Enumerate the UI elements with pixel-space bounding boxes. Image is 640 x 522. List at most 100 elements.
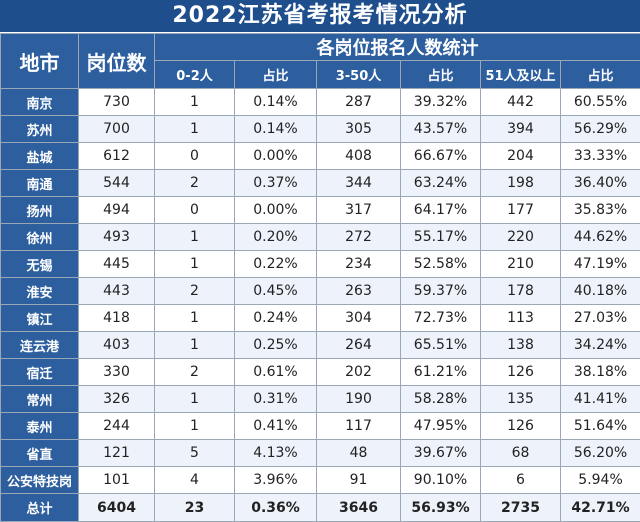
count-3-50-cell: 344 bbox=[316, 169, 401, 197]
ratio-0-2-cell: 0.61% bbox=[234, 358, 317, 386]
positions-cell: 612 bbox=[78, 142, 155, 170]
ratio-3-50-cell: 52.58% bbox=[400, 250, 481, 278]
table-row: 南通 544 2 0.37% 344 63.24% 198 36.40% bbox=[0, 169, 640, 197]
city-cell: 盐城 bbox=[0, 142, 79, 170]
count-3-50-cell: 287 bbox=[316, 88, 401, 116]
ratio-0-2-cell: 0.22% bbox=[234, 250, 317, 278]
ratio-0-2-cell: 0.24% bbox=[234, 304, 317, 332]
header-ratio-2: 占比 bbox=[400, 60, 481, 89]
ratio-51-plus-cell: 35.83% bbox=[559, 196, 640, 224]
count-3-50-cell: 304 bbox=[316, 304, 401, 332]
ratio-51-plus-cell: 56.20% bbox=[559, 439, 640, 467]
count-0-2-cell: 4 bbox=[154, 466, 235, 494]
table-row: 淮安 443 2 0.45% 263 59.37% 178 40.18% bbox=[0, 277, 640, 305]
count-51-plus-cell: 177 bbox=[480, 196, 561, 224]
table-row: 常州 326 1 0.31% 190 58.28% 135 41.41% bbox=[0, 385, 640, 413]
stats-table: 地市 岗位数 各岗位报名人数统计 0-2人 占比 3-50人 占比 51人及以上… bbox=[0, 33, 640, 522]
positions-cell: 403 bbox=[78, 331, 155, 359]
city-cell: 徐州 bbox=[0, 223, 79, 251]
city-cell: 省直 bbox=[0, 439, 79, 467]
ratio-3-50-cell: 39.32% bbox=[400, 88, 481, 116]
table-row: 省直 121 5 4.13% 48 39.67% 68 56.20% bbox=[0, 439, 640, 467]
ratio-3-50-cell: 65.51% bbox=[400, 331, 481, 359]
count-51-plus-cell: 210 bbox=[480, 250, 561, 278]
table-row: 公安特技岗 101 4 3.96% 91 90.10% 6 5.94% bbox=[0, 466, 640, 494]
ratio-0-2-cell: 0.41% bbox=[234, 412, 317, 440]
ratio-51-plus-cell: 44.62% bbox=[559, 223, 640, 251]
positions-cell: 326 bbox=[78, 385, 155, 413]
count-51-plus-cell: 198 bbox=[480, 169, 561, 197]
header-ratio-3: 占比 bbox=[559, 60, 640, 89]
table-row: 徐州 493 1 0.20% 272 55.17% 220 44.62% bbox=[0, 223, 640, 251]
count-3-50-cell: 202 bbox=[316, 358, 401, 386]
total-row: 总计 6404 23 0.36% 3646 56.93% 2735 42.71% bbox=[0, 493, 640, 522]
positions-cell: 418 bbox=[78, 304, 155, 332]
ratio-3-50-cell: 55.17% bbox=[400, 223, 481, 251]
positions-cell: 330 bbox=[78, 358, 155, 386]
count-3-50-cell: 317 bbox=[316, 196, 401, 224]
table-row: 连云港 403 1 0.25% 264 65.51% 138 34.24% bbox=[0, 331, 640, 359]
city-cell: 宿迁 bbox=[0, 358, 79, 386]
positions-cell: 544 bbox=[78, 169, 155, 197]
table-row: 盐城 612 0 0.00% 408 66.67% 204 33.33% bbox=[0, 142, 640, 170]
count-51-plus-cell: 68 bbox=[480, 439, 561, 467]
ratio-3-50-cell: 58.28% bbox=[400, 385, 481, 413]
ratio-51-plus-cell: 36.40% bbox=[559, 169, 640, 197]
ratio-3-50-cell: 39.67% bbox=[400, 439, 481, 467]
table-row: 苏州 700 1 0.14% 305 43.57% 394 56.29% bbox=[0, 115, 640, 143]
positions-cell: 493 bbox=[78, 223, 155, 251]
city-cell: 镇江 bbox=[0, 304, 79, 332]
ratio-0-2-cell: 0.00% bbox=[234, 142, 317, 170]
table-row: 扬州 494 0 0.00% 317 64.17% 177 35.83% bbox=[0, 196, 640, 224]
count-0-2-cell: 1 bbox=[154, 223, 235, 251]
city-cell: 苏州 bbox=[0, 115, 79, 143]
total-label: 总计 bbox=[0, 493, 79, 522]
total-positions: 6404 bbox=[78, 493, 155, 522]
ratio-51-plus-cell: 60.55% bbox=[559, 88, 640, 116]
ratio-3-50-cell: 47.95% bbox=[400, 412, 481, 440]
ratio-3-50-cell: 72.73% bbox=[400, 304, 481, 332]
total-count-3-50: 3646 bbox=[316, 493, 401, 522]
city-cell: 泰州 bbox=[0, 412, 79, 440]
ratio-51-plus-cell: 40.18% bbox=[559, 277, 640, 305]
total-count-0-2: 23 bbox=[154, 493, 235, 522]
ratio-51-plus-cell: 33.33% bbox=[559, 142, 640, 170]
count-0-2-cell: 5 bbox=[154, 439, 235, 467]
ratio-0-2-cell: 0.31% bbox=[234, 385, 317, 413]
ratio-0-2-cell: 0.00% bbox=[234, 196, 317, 224]
count-0-2-cell: 2 bbox=[154, 358, 235, 386]
table-row: 无锡 445 1 0.22% 234 52.58% 210 47.19% bbox=[0, 250, 640, 278]
city-cell: 公安特技岗 bbox=[0, 466, 79, 494]
ratio-0-2-cell: 0.14% bbox=[234, 115, 317, 143]
count-0-2-cell: 1 bbox=[154, 250, 235, 278]
table-row: 镇江 418 1 0.24% 304 72.73% 113 27.03% bbox=[0, 304, 640, 332]
count-0-2-cell: 0 bbox=[154, 142, 235, 170]
count-51-plus-cell: 138 bbox=[480, 331, 561, 359]
header-51-plus: 51人及以上 bbox=[480, 60, 561, 89]
table-row: 泰州 244 1 0.41% 117 47.95% 126 51.64% bbox=[0, 412, 640, 440]
ratio-51-plus-cell: 51.64% bbox=[559, 412, 640, 440]
positions-cell: 730 bbox=[78, 88, 155, 116]
count-51-plus-cell: 113 bbox=[480, 304, 561, 332]
city-cell: 淮安 bbox=[0, 277, 79, 305]
positions-cell: 700 bbox=[78, 115, 155, 143]
positions-cell: 121 bbox=[78, 439, 155, 467]
ratio-51-plus-cell: 27.03% bbox=[559, 304, 640, 332]
city-cell: 南通 bbox=[0, 169, 79, 197]
count-3-50-cell: 48 bbox=[316, 439, 401, 467]
header-ratio-1: 占比 bbox=[234, 60, 317, 89]
positions-cell: 494 bbox=[78, 196, 155, 224]
count-0-2-cell: 1 bbox=[154, 412, 235, 440]
count-51-plus-cell: 178 bbox=[480, 277, 561, 305]
ratio-51-plus-cell: 5.94% bbox=[559, 466, 640, 494]
header-0-2: 0-2人 bbox=[154, 60, 235, 89]
table-row: 南京 730 1 0.14% 287 39.32% 442 60.55% bbox=[0, 88, 640, 116]
count-51-plus-cell: 204 bbox=[480, 142, 561, 170]
ratio-0-2-cell: 0.37% bbox=[234, 169, 317, 197]
count-0-2-cell: 2 bbox=[154, 169, 235, 197]
ratio-0-2-cell: 3.96% bbox=[234, 466, 317, 494]
count-51-plus-cell: 6 bbox=[480, 466, 561, 494]
count-3-50-cell: 91 bbox=[316, 466, 401, 494]
positions-cell: 445 bbox=[78, 250, 155, 278]
ratio-3-50-cell: 59.37% bbox=[400, 277, 481, 305]
